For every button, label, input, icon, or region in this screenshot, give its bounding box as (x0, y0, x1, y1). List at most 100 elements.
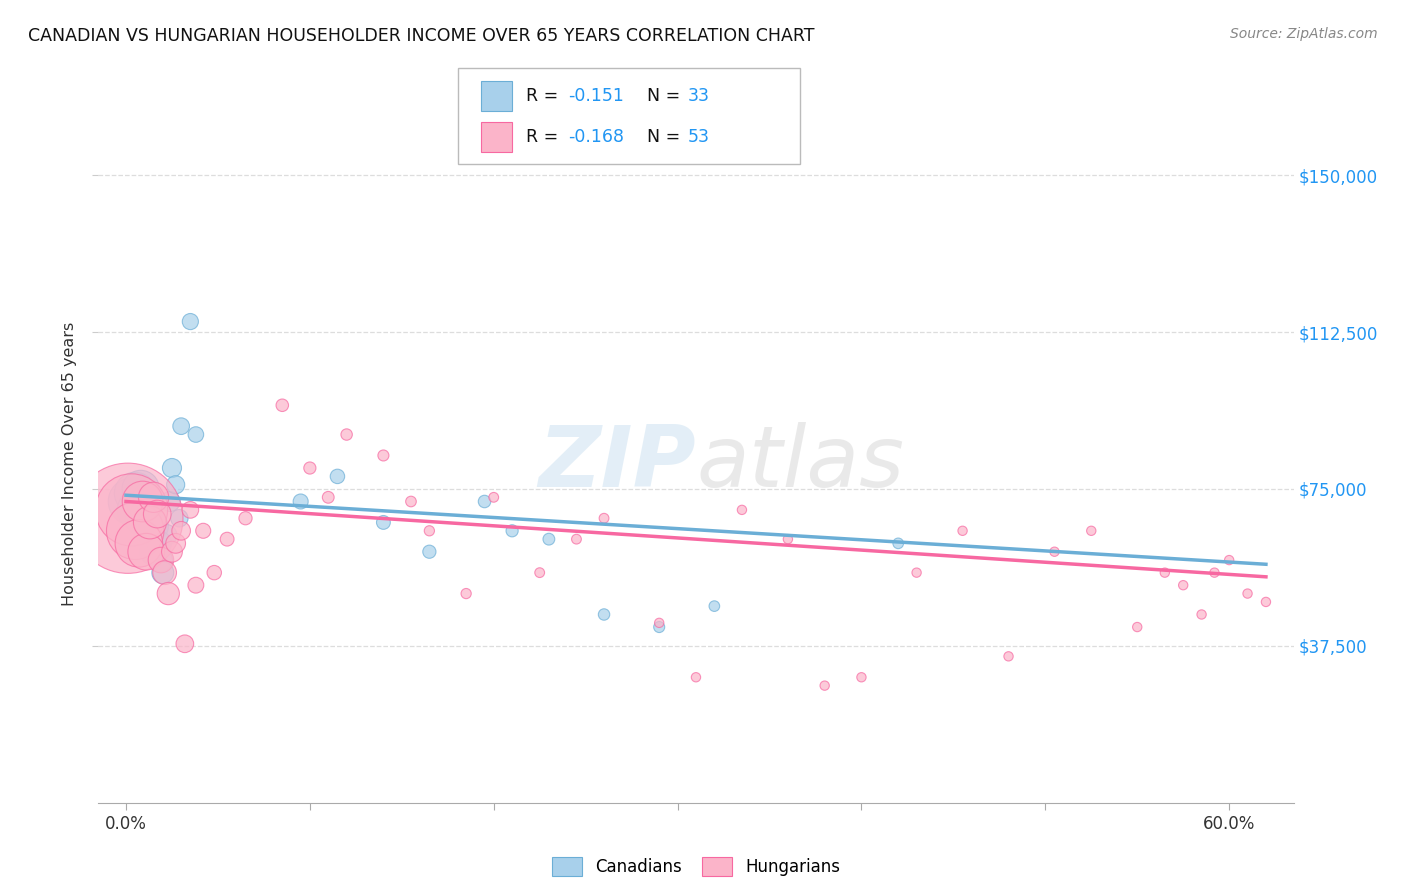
Point (179, 503, 201, 517)
Text: Source: ZipAtlas.com: Source: ZipAtlas.com (1230, 27, 1378, 41)
Point (169, 511, 191, 525)
Point (1126, 620, 1149, 634)
Point (152, 566, 174, 580)
Point (131, 494, 153, 508)
Point (117, 511, 139, 525)
Point (399, 494, 422, 508)
Point (703, 599, 725, 614)
Point (235, 511, 257, 525)
Point (456, 586, 478, 600)
Point (851, 670, 873, 684)
Text: CANADIAN VS HUNGARIAN HOUSEHOLDER INCOME OVER 65 YEARS CORRELATION CHART: CANADIAN VS HUNGARIAN HOUSEHOLDER INCOME… (28, 27, 814, 45)
Point (1204, 566, 1226, 580)
Point (418, 545, 440, 559)
Point (128, 536, 150, 550)
Point (160, 461, 183, 475)
Point (685, 670, 707, 684)
Point (1080, 524, 1102, 538)
Point (501, 524, 523, 538)
Point (125, 503, 148, 517)
Point (474, 494, 496, 508)
Point (217, 532, 239, 546)
Text: 53: 53 (688, 128, 710, 146)
Point (173, 637, 195, 651)
Point (129, 482, 152, 496)
Point (271, 398, 294, 412)
Text: -0.151: -0.151 (568, 87, 624, 105)
Point (184, 578, 207, 592)
Point (593, 511, 616, 525)
Point (170, 419, 193, 434)
Point (316, 491, 339, 505)
Point (814, 679, 837, 693)
Point (529, 566, 551, 580)
Point (648, 615, 671, 630)
Point (1218, 553, 1240, 567)
Point (139, 524, 162, 538)
Point (160, 545, 183, 559)
Point (776, 532, 799, 546)
Point (139, 516, 162, 530)
Point (193, 524, 215, 538)
Point (135, 507, 157, 521)
Point (537, 532, 560, 546)
Point (1043, 545, 1066, 559)
Point (165, 536, 187, 550)
Point (131, 511, 153, 525)
Point (135, 545, 157, 559)
Point (146, 507, 169, 521)
Point (145, 519, 167, 533)
Point (148, 536, 170, 550)
Point (1153, 566, 1175, 580)
Text: atlas: atlas (696, 422, 904, 506)
Point (731, 503, 754, 517)
Text: -0.168: -0.168 (568, 128, 624, 146)
Point (121, 503, 143, 517)
Text: N =: N = (636, 128, 685, 146)
Point (887, 536, 910, 550)
Point (149, 553, 172, 567)
Point (290, 494, 312, 508)
Point (134, 499, 156, 513)
Point (159, 494, 181, 508)
Point (202, 566, 225, 580)
Point (179, 314, 201, 328)
Text: ZIP: ZIP (538, 422, 696, 506)
Point (565, 532, 588, 546)
Point (121, 494, 143, 508)
Point (124, 486, 146, 500)
Point (136, 491, 159, 505)
Point (1254, 595, 1277, 609)
Point (153, 566, 176, 580)
Point (155, 528, 177, 542)
Text: R =: R = (526, 128, 564, 146)
Point (326, 469, 349, 483)
Text: 33: 33 (688, 87, 710, 105)
Point (165, 477, 187, 491)
Point (298, 461, 321, 475)
Point (184, 427, 207, 442)
Point (373, 516, 395, 530)
Point (905, 566, 928, 580)
Point (1236, 586, 1258, 600)
Text: N =: N = (636, 87, 685, 105)
Point (1191, 607, 1213, 622)
Point (124, 524, 146, 538)
Y-axis label: Householder Income Over 65 years: Householder Income Over 65 years (62, 322, 77, 606)
Point (1173, 578, 1195, 592)
Point (418, 524, 440, 538)
Point (142, 491, 165, 505)
Point (170, 524, 193, 538)
Point (952, 524, 974, 538)
Text: R =: R = (526, 87, 564, 105)
Point (149, 553, 172, 567)
Point (336, 427, 359, 442)
Point (593, 607, 616, 622)
Point (482, 491, 505, 505)
Point (157, 586, 180, 600)
Point (648, 620, 671, 634)
Point (997, 649, 1019, 664)
Point (142, 545, 165, 559)
Legend: Canadians, Hungarians: Canadians, Hungarians (546, 850, 846, 882)
Point (373, 449, 395, 463)
